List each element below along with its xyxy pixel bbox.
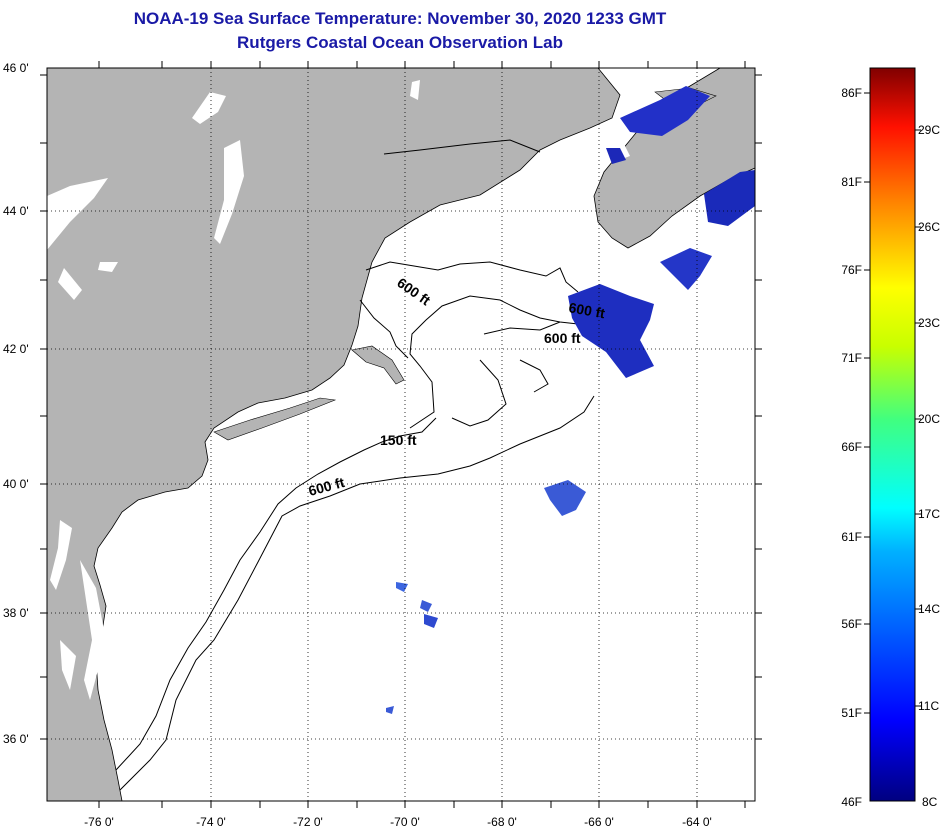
- colorbar-c-label: 29C: [918, 123, 940, 137]
- isobaths: [115, 139, 597, 791]
- colorbar-c-label: 11C: [918, 699, 939, 713]
- lat-label: 38 0': [3, 606, 29, 620]
- land-lakes: [47, 80, 630, 700]
- lon-label: -66 0': [584, 815, 614, 829]
- colorbar: [869, 67, 916, 802]
- land-long-island: [213, 397, 337, 441]
- lon-label: -72 0': [293, 815, 323, 829]
- colorbar-ticks: [864, 92, 921, 714]
- lat-label: 44 0': [3, 204, 29, 218]
- lat-label: 36 0': [3, 732, 29, 746]
- axis-ticks: [40, 61, 762, 808]
- colorbar-c-label: 17C: [918, 507, 940, 521]
- colorbar-f-label: 86F: [841, 86, 862, 100]
- lon-label: -64 0': [682, 815, 712, 829]
- isobath-label: 600 ft: [567, 299, 606, 321]
- colorbar-f-label: 51F: [841, 706, 862, 720]
- colorbar-f-label: 81F: [841, 175, 862, 189]
- colorbar-c-label: 20C: [918, 412, 940, 426]
- isobath-label: 150 ft: [380, 432, 417, 448]
- colorbar-c-label: 8C: [922, 795, 938, 809]
- lon-label: -70 0': [390, 815, 420, 829]
- colorbar-f-label: 46F: [841, 795, 862, 809]
- colorbar-c-label: 23C: [918, 316, 940, 330]
- colorbar-f-label: 76F: [841, 263, 862, 277]
- isobath-label: 600 ft: [544, 330, 581, 346]
- lon-label: -68 0': [487, 815, 517, 829]
- map-frame: [46, 67, 756, 802]
- lat-label: 42 0': [3, 342, 29, 356]
- colorbar-c-label: 26C: [918, 220, 940, 234]
- lon-label: -76 0': [84, 815, 114, 829]
- lat-label: 46 0': [3, 61, 29, 75]
- lat-label: 40 0': [3, 477, 29, 491]
- colorbar-c-label: 14C: [918, 602, 940, 616]
- colorbar-f-label: 66F: [841, 440, 862, 454]
- colorbar-f-label: 61F: [841, 530, 862, 544]
- lon-label: -74 0': [196, 815, 226, 829]
- map-title: NOAA-19 Sea Surface Temperature: Novembe…: [133, 9, 667, 28]
- colorbar-f-label: 56F: [841, 617, 862, 631]
- land-cape-cod: [351, 345, 405, 385]
- sst-patches: [386, 86, 755, 714]
- map-subtitle: Rutgers Coastal Ocean Observation Lab: [237, 33, 563, 52]
- colorbar-f-label: 71F: [841, 351, 862, 365]
